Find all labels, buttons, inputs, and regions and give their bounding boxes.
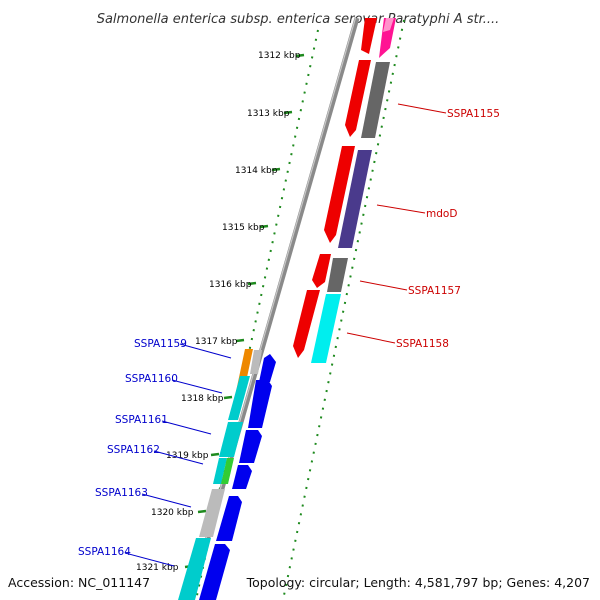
gene-feature — [216, 496, 242, 541]
gene-label-connector — [359, 280, 408, 291]
gene-label-connector — [124, 552, 175, 567]
accession-text: Accession: NC_011147 — [8, 575, 150, 590]
ruler-tick — [223, 395, 233, 400]
right-features — [293, 18, 396, 363]
ruler-tick — [295, 53, 305, 58]
ruler-label: 1320 kbp — [151, 508, 194, 518]
left-labels: SSPA1159 SSPA1160 SSPA1161 SSPA1162 SSPA… — [78, 338, 232, 567]
ruler-tick — [197, 509, 207, 514]
gene-label-connector — [161, 420, 212, 435]
gene-label-sspa1160[interactable]: SSPA1160 — [125, 373, 178, 385]
gene-feature — [250, 350, 262, 374]
gene-feature — [311, 294, 341, 363]
gene-feature — [327, 258, 348, 292]
gene-label-connector — [376, 204, 426, 214]
gene-feature — [232, 465, 252, 489]
ruler-label: 1317 kbp — [195, 337, 238, 347]
ruler-label: 1321 kbp — [136, 563, 179, 573]
gene-label-sspa1162[interactable]: SSPA1162 — [107, 444, 160, 456]
gene-label-connector — [346, 332, 396, 344]
gene-feature — [361, 18, 377, 54]
gene-feature — [213, 458, 227, 484]
gene-feature — [312, 254, 331, 288]
gene-feature — [361, 62, 390, 138]
gene-label-sspa1164[interactable]: SSPA1164 — [78, 546, 131, 558]
gene-label-connector — [179, 343, 232, 359]
ruler-label: 1314 kbp — [235, 166, 278, 176]
ruler-tick — [271, 167, 281, 172]
ruler-tick — [283, 110, 293, 115]
right-labels: SSPA1155 mdoD SSPA1157 SSPA1158 — [346, 103, 500, 350]
ruler-label: 1312 kbp — [258, 51, 301, 61]
gene-label-sspa1157[interactable]: SSPA1157 — [408, 285, 461, 297]
ruler-label: 1315 kbp — [222, 223, 265, 233]
gene-feature — [324, 146, 355, 243]
ruler-label: 1316 kbp — [209, 280, 252, 290]
ruler: 1312 kbp 1313 kbp 1314 kbp 1315 kbp 1316… — [136, 51, 305, 573]
gene-label-sspa1159[interactable]: SSPA1159 — [134, 338, 187, 350]
gene-feature — [199, 489, 225, 537]
map-title: Salmonella enterica subsp. enterica sero… — [97, 12, 500, 27]
outer-dotted-track — [282, 19, 405, 600]
gene-label-sspa1161[interactable]: SSPA1161 — [115, 414, 168, 426]
gene-label-connector — [397, 103, 447, 114]
ruler-label: 1318 kbp — [181, 394, 224, 404]
gene-feature — [293, 290, 320, 358]
ruler-tick — [259, 224, 269, 229]
gene-label-sspa1158[interactable]: SSPA1158 — [396, 338, 449, 350]
gene-feature — [345, 60, 371, 137]
gene-feature — [228, 376, 250, 420]
ruler-tick — [247, 281, 257, 286]
gene-label-connector — [141, 493, 192, 508]
gene-label-sspa1163[interactable]: SSPA1163 — [95, 487, 148, 499]
gene-feature — [199, 544, 230, 600]
gene-label-sspa1155[interactable]: SSPA1155 — [447, 108, 500, 120]
topology-text: Topology: circular; Length: 4,581,797 bp… — [246, 575, 590, 590]
gene-feature — [259, 354, 276, 382]
gene-feature — [248, 380, 272, 428]
ruler-tick — [210, 452, 220, 457]
ruler-label: 1319 kbp — [166, 451, 209, 461]
gene-feature — [178, 538, 211, 600]
left-features — [178, 349, 276, 600]
gene-feature — [338, 150, 372, 248]
gene-label-connector — [171, 379, 223, 394]
gene-feature — [379, 18, 396, 58]
gene-feature — [221, 458, 234, 484]
ruler-label: 1313 kbp — [247, 109, 290, 119]
gene-feature — [239, 430, 262, 463]
gene-feature — [219, 422, 243, 457]
gene-feature — [383, 18, 394, 32]
gene-label-mdod[interactable]: mdoD — [426, 208, 457, 220]
ruler-tick — [235, 338, 245, 343]
gene-label-connector — [153, 450, 204, 465]
